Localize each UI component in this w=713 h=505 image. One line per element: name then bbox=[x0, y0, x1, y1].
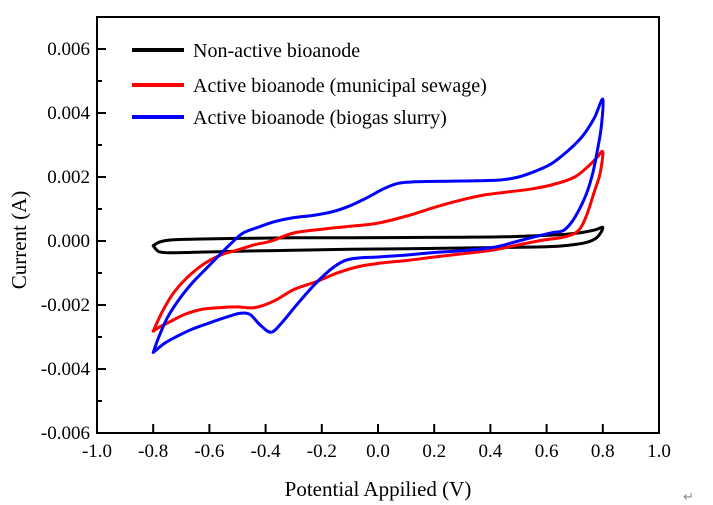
chart-series bbox=[151, 97, 605, 354]
paragraph-return-mark: ↵ bbox=[683, 490, 694, 505]
y-tick-label: -0.002 bbox=[41, 295, 90, 316]
y-tick-label: 0.000 bbox=[47, 231, 90, 252]
x-tick-label: 0.8 bbox=[591, 441, 615, 462]
curve-active-bioanode-biogas-slurry bbox=[151, 97, 605, 354]
x-axis-ticks bbox=[96, 424, 660, 433]
legend-label-active-bioanode-biogas-slurry: Active bioanode (biogas slurry) bbox=[193, 107, 447, 129]
x-tick-label: -1.0 bbox=[82, 441, 112, 462]
x-tick-label: -0.8 bbox=[138, 441, 168, 462]
x-tick-label: 0.6 bbox=[535, 441, 559, 462]
legend-label-non-active-bioanode: Non-active bioanode bbox=[193, 40, 360, 62]
x-tick-label: 0.0 bbox=[366, 441, 390, 462]
y-tick-label: 0.004 bbox=[47, 103, 90, 124]
x-axis-title: Potential Appilied (V) bbox=[285, 477, 472, 501]
x-tick-label: 0.2 bbox=[422, 441, 446, 462]
x-tick-label: 1.0 bbox=[647, 441, 671, 462]
x-axis-tick-labels: -1.0 -0.8 -0.6 -0.4 -0.2 0.0 0.2 0.4 0.6 0.8 1.0 bbox=[82, 441, 671, 462]
y-tick-label: -0.004 bbox=[41, 359, 91, 380]
y-axis-tick-labels: 0.006 0.004 0.002 0.000 -0.002 -0.004 -0.006 bbox=[41, 39, 91, 444]
y-axis-ticks bbox=[97, 48, 106, 434]
x-tick-label: -0.4 bbox=[251, 441, 282, 462]
curve-active-bioanode-municipal-sewage bbox=[151, 149, 605, 333]
y-axis-title: Current (A) bbox=[7, 191, 31, 290]
y-tick-label: -0.006 bbox=[41, 423, 90, 444]
y-tick-label: 0.006 bbox=[47, 39, 90, 60]
legend-label-active-bioanode-municipal-sewage: Active bioanode (municipal sewage) bbox=[193, 75, 487, 97]
x-tick-label: -0.6 bbox=[194, 441, 224, 462]
x-tick-label: 0.4 bbox=[479, 441, 503, 462]
legend: Non-active bioanode Active bioanode (mun… bbox=[132, 40, 487, 129]
y-tick-label: 0.002 bbox=[47, 167, 90, 188]
x-tick-label: -0.2 bbox=[307, 441, 337, 462]
